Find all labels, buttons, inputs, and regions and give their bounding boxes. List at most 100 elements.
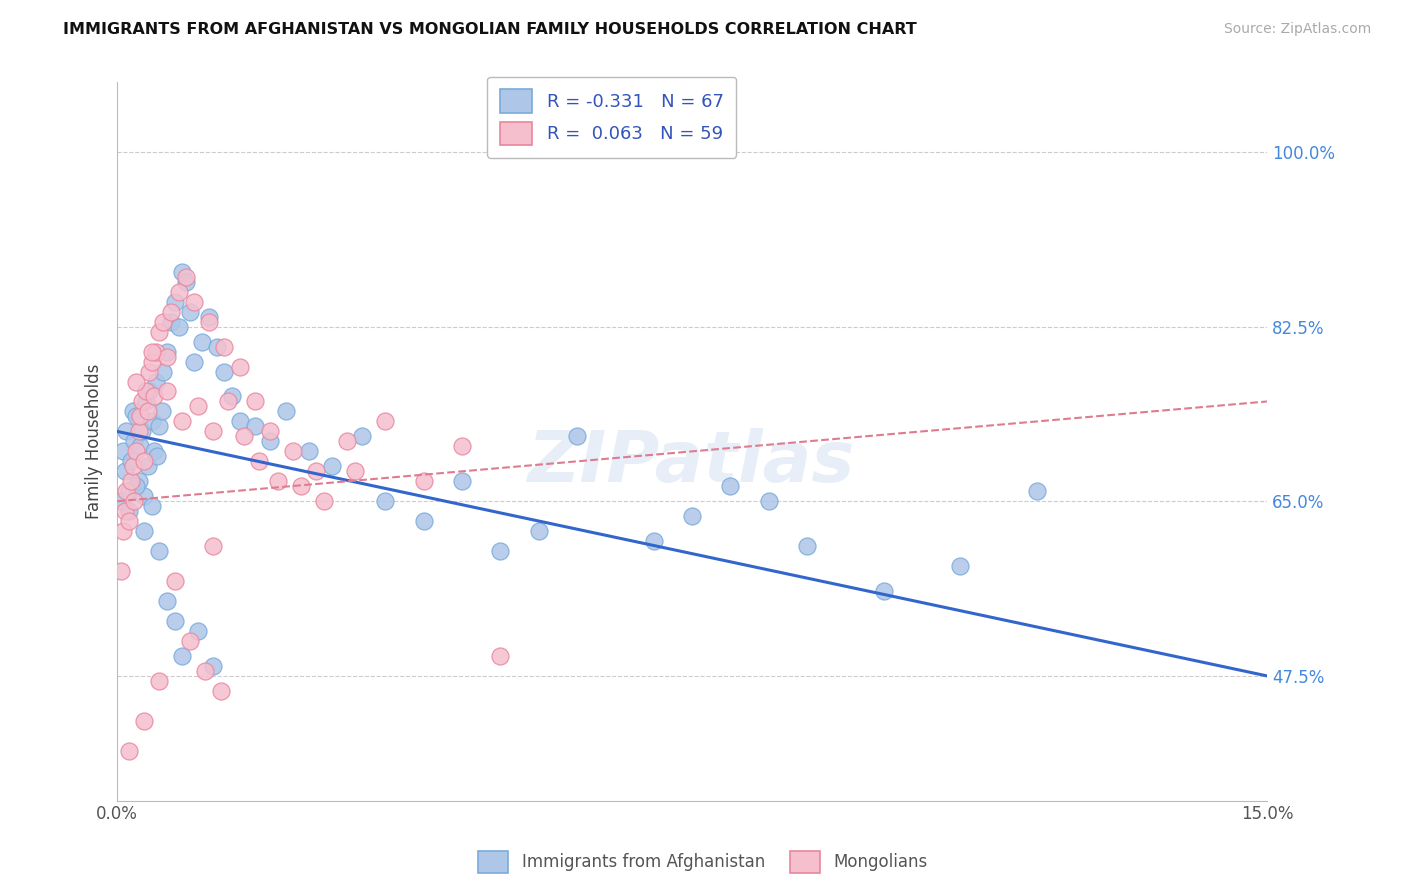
Point <box>125 375 148 389</box>
Point <box>314 494 336 508</box>
Point <box>148 419 170 434</box>
Point <box>120 454 142 468</box>
Point <box>132 714 155 728</box>
Point <box>132 489 155 503</box>
Point <box>110 564 132 578</box>
Point <box>336 434 359 449</box>
Point <box>565 429 588 443</box>
Point <box>172 414 194 428</box>
Point <box>118 744 141 758</box>
Point <box>163 294 186 309</box>
Point <box>138 365 160 379</box>
Point <box>174 275 197 289</box>
Point <box>374 494 396 508</box>
Point <box>221 389 243 403</box>
Point <box>217 394 239 409</box>
Point <box>259 434 281 449</box>
Point <box>229 414 252 428</box>
Point <box>527 524 550 539</box>
Point <box>156 344 179 359</box>
Point <box>150 404 173 418</box>
Point <box>214 365 236 379</box>
Point <box>374 414 396 428</box>
Legend: R = -0.331   N = 67, R =  0.063   N = 59: R = -0.331 N = 67, R = 0.063 N = 59 <box>486 77 737 158</box>
Point <box>718 479 741 493</box>
Point <box>141 344 163 359</box>
Point <box>115 425 138 439</box>
Point <box>290 479 312 493</box>
Point <box>125 444 148 458</box>
Point <box>321 459 343 474</box>
Point <box>163 614 186 628</box>
Point <box>451 475 474 489</box>
Point <box>267 475 290 489</box>
Point <box>118 514 141 528</box>
Point <box>160 304 183 318</box>
Point <box>145 375 167 389</box>
Point <box>118 504 141 518</box>
Point <box>125 479 148 493</box>
Point <box>152 315 174 329</box>
Point <box>187 624 209 638</box>
Point <box>796 539 818 553</box>
Point <box>152 365 174 379</box>
Point <box>229 359 252 374</box>
Point <box>179 304 201 318</box>
Point <box>143 444 166 458</box>
Point <box>172 648 194 663</box>
Point <box>131 425 153 439</box>
Point <box>120 475 142 489</box>
Point <box>160 315 183 329</box>
Point <box>174 269 197 284</box>
Point <box>114 504 136 518</box>
Point <box>125 409 148 424</box>
Point <box>163 574 186 588</box>
Point <box>343 464 366 478</box>
Point <box>135 394 157 409</box>
Point <box>156 594 179 608</box>
Point <box>209 683 232 698</box>
Text: ZIPatlas: ZIPatlas <box>529 428 856 498</box>
Point <box>190 334 212 349</box>
Point <box>259 425 281 439</box>
Point <box>352 429 374 443</box>
Point <box>214 340 236 354</box>
Point <box>305 464 328 478</box>
Point <box>232 429 254 443</box>
Point <box>489 648 512 663</box>
Point <box>118 484 141 499</box>
Point <box>156 384 179 399</box>
Point <box>201 539 224 553</box>
Point <box>167 285 190 299</box>
Y-axis label: Family Households: Family Households <box>86 364 103 519</box>
Point <box>148 544 170 558</box>
Point <box>183 294 205 309</box>
Point <box>194 664 217 678</box>
Point <box>489 544 512 558</box>
Point <box>136 404 159 418</box>
Point <box>179 634 201 648</box>
Point <box>187 400 209 414</box>
Point <box>146 450 169 464</box>
Point <box>643 534 665 549</box>
Point <box>128 425 150 439</box>
Point <box>110 494 132 508</box>
Point <box>122 434 145 449</box>
Point <box>121 459 143 474</box>
Point <box>243 394 266 409</box>
Point <box>148 673 170 688</box>
Point <box>274 404 297 418</box>
Point <box>135 384 157 399</box>
Point <box>205 340 228 354</box>
Point <box>412 475 434 489</box>
Point <box>758 494 780 508</box>
Point <box>156 350 179 364</box>
Point <box>201 425 224 439</box>
Point <box>412 514 434 528</box>
Text: IMMIGRANTS FROM AFGHANISTAN VS MONGOLIAN FAMILY HOUSEHOLDS CORRELATION CHART: IMMIGRANTS FROM AFGHANISTAN VS MONGOLIAN… <box>63 22 917 37</box>
Point <box>112 444 135 458</box>
Point <box>1026 484 1049 499</box>
Point <box>243 419 266 434</box>
Point <box>148 325 170 339</box>
Point <box>198 310 221 324</box>
